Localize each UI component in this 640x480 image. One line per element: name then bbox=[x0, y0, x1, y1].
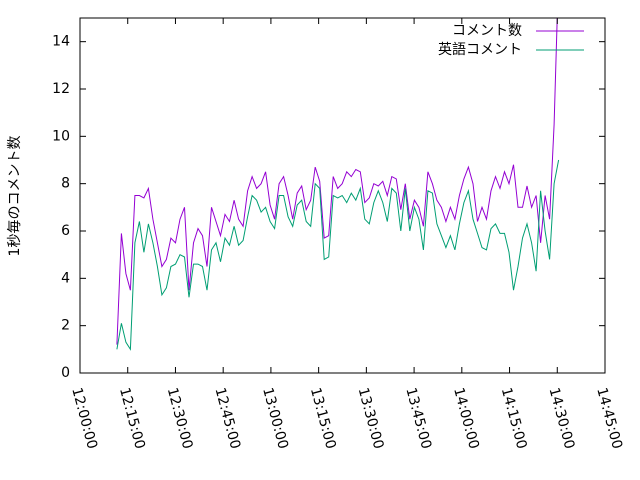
series-line bbox=[116, 159, 560, 351]
x-tick-label: 12:30:00 bbox=[164, 386, 196, 451]
legend-label: 英語コメント bbox=[438, 41, 522, 58]
x-tick-label: 14:45:00 bbox=[593, 386, 625, 451]
x-tick-label: 12:15:00 bbox=[116, 386, 148, 451]
y-tick-label: 4 bbox=[61, 270, 70, 286]
series-line bbox=[116, 18, 558, 345]
plot-frame bbox=[79, 17, 606, 374]
plot-lines bbox=[116, 18, 560, 351]
x-tick-label: 13:30:00 bbox=[355, 386, 387, 451]
x-tick-label: 13:45:00 bbox=[402, 386, 434, 451]
y-tick-label: 10 bbox=[52, 128, 70, 144]
y-tick-label: 8 bbox=[61, 176, 70, 192]
x-tick-label: 12:45:00 bbox=[211, 386, 243, 451]
y-tick-label: 2 bbox=[61, 318, 70, 334]
y-tick-label: 12 bbox=[52, 81, 70, 97]
y-tick-label: 14 bbox=[52, 34, 70, 50]
x-tick-label: 13:15:00 bbox=[307, 386, 339, 451]
y-tick-label: 6 bbox=[61, 223, 70, 239]
x-tick-label: 14:15:00 bbox=[498, 386, 530, 451]
x-tick-label: 12:00:00 bbox=[68, 386, 100, 451]
x-tick-label: 13:00:00 bbox=[259, 386, 291, 451]
y-axis-label: 1秒毎のコメント数 bbox=[7, 136, 23, 257]
x-tick-label: 14:00:00 bbox=[450, 386, 482, 451]
x-tick-label: 14:30:00 bbox=[546, 386, 578, 451]
legend-label: コメント数 bbox=[452, 23, 522, 39]
y-tick-label: 0 bbox=[61, 365, 70, 381]
